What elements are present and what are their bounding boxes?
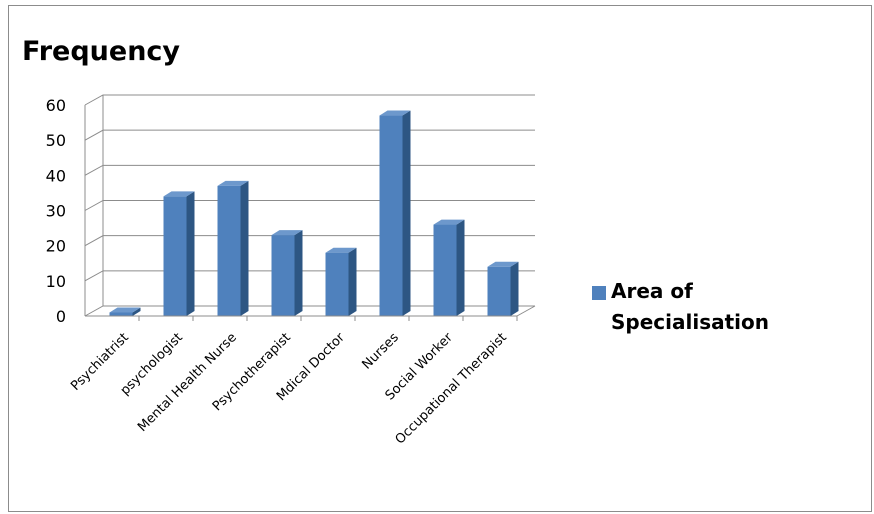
- y-tick-label: 60: [46, 96, 66, 115]
- bar-top: [271, 230, 303, 236]
- y-tick-label: 10: [46, 272, 66, 291]
- bar-top: [487, 261, 519, 267]
- y-tick-label: 0: [56, 307, 66, 326]
- bar: [487, 261, 519, 316]
- bar: [163, 191, 195, 316]
- bar: [217, 180, 249, 316]
- y-tick-label: 40: [46, 166, 66, 185]
- bar-side: [294, 230, 303, 316]
- bar-front: [325, 252, 349, 316]
- bar-top: [433, 219, 465, 225]
- y-tick-label: 50: [46, 131, 66, 150]
- gridline: [84, 270, 535, 282]
- bar-side: [240, 180, 249, 316]
- bar-side: [186, 191, 195, 316]
- bar-top: [217, 180, 249, 186]
- gridline: [84, 235, 535, 247]
- bar-front: [379, 115, 403, 316]
- x-tick-label: Nurses: [360, 330, 402, 372]
- y-tick-label: 30: [46, 202, 66, 221]
- gridline: [84, 305, 535, 317]
- bar-front: [433, 224, 457, 316]
- bar-front: [163, 196, 187, 316]
- bar-top: [109, 307, 141, 313]
- chart-title: Frequency: [22, 36, 181, 67]
- bar: [379, 110, 411, 316]
- gridline: [84, 164, 535, 176]
- bar-top: [163, 191, 195, 197]
- bar-top: [379, 110, 411, 116]
- bar-side: [402, 110, 411, 316]
- legend-label: Area of Specialisation: [611, 279, 769, 334]
- bars: [109, 110, 519, 316]
- bar: [109, 307, 141, 316]
- bar-side: [132, 307, 141, 316]
- floor-right-edge: [516, 305, 536, 317]
- bar-front: [271, 235, 295, 316]
- bar-front: [109, 312, 133, 316]
- bar-side: [510, 261, 519, 316]
- bar-side: [348, 247, 357, 316]
- gridlines: [84, 94, 535, 317]
- legend-swatch: [592, 286, 606, 300]
- x-tick-label: Mental Health Nurse: [135, 330, 240, 435]
- x-tick-label: Occupational Therapist: [393, 330, 510, 447]
- gridline: [84, 129, 535, 141]
- bar-front: [487, 266, 511, 316]
- bar: [325, 247, 357, 316]
- gridline: [84, 94, 535, 106]
- bar-side: [456, 219, 465, 316]
- bar-front: [217, 185, 241, 316]
- bar: [433, 219, 465, 316]
- bar-top: [325, 247, 357, 253]
- y-axis-ticks: 0 10 20 30 40 50 60: [46, 96, 66, 326]
- y-tick-label: 20: [46, 237, 66, 256]
- gridline: [84, 200, 535, 211]
- bar: [271, 230, 303, 316]
